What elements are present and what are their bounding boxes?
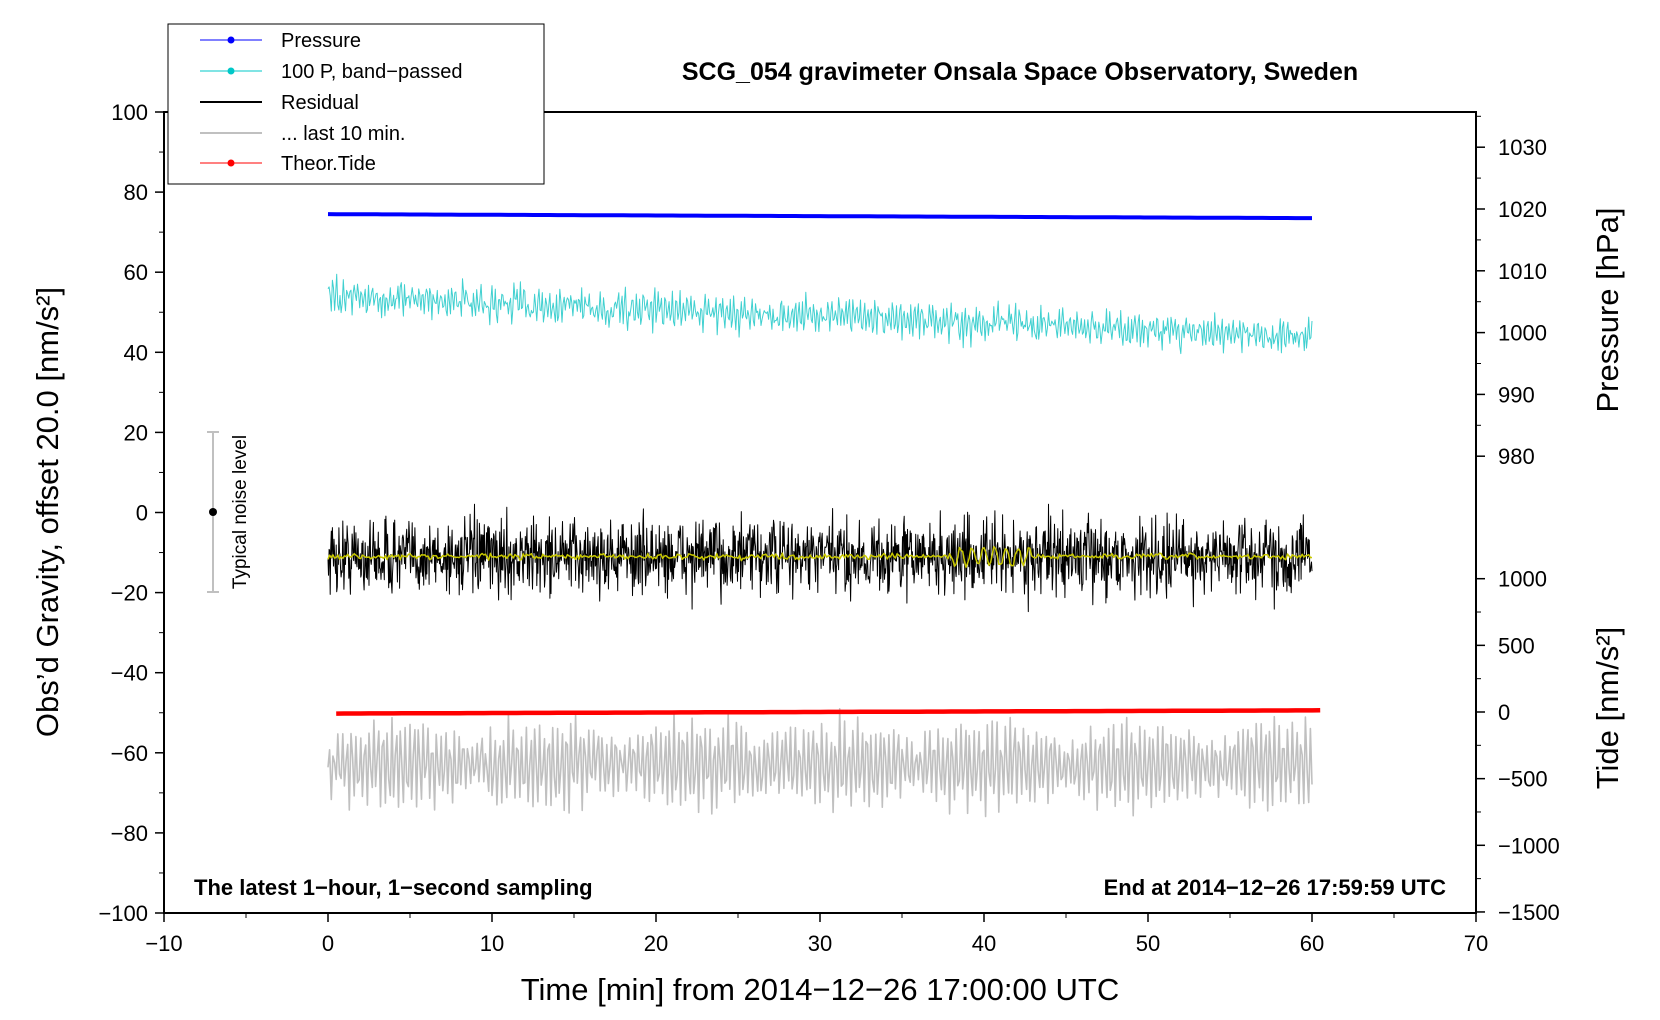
y-tick-label: 80 [124,180,148,205]
bandpassed-series [327,273,1313,355]
sampling-note: The latest 1−hour, 1−second sampling [194,875,593,900]
pressure-axis-label: Pressure [hPa] [1590,207,1625,412]
chart-title: SCG_054 gravimeter Onsala Space Observat… [682,58,1358,86]
x-tick-label: 10 [480,931,504,956]
legend-label-pressure: Pressure [281,30,361,52]
legend-label-tide: Theor.Tide [281,153,376,175]
tide-tick-label: −500 [1498,767,1548,792]
pressure-tick-label: 980 [1498,444,1535,469]
legend-item-pressure: Pressure [200,30,361,52]
x-tick-label: 0 [322,931,334,956]
x-tick-label: 40 [972,931,996,956]
y-tick-label: 100 [111,100,148,125]
x-tick-label: 70 [1464,931,1488,956]
pressure-tick-label: 1030 [1498,135,1547,160]
tide-tick-label: −1500 [1498,900,1560,925]
y-tick-label: −40 [111,661,148,686]
legend: Pressure 100 P, band−passed Residual ...… [167,23,545,185]
residual-smoothed-series [327,546,1313,569]
y-tick-label: 0 [136,501,148,526]
tide-tick-label: 500 [1498,633,1535,658]
x-tick-label: 50 [1136,931,1160,956]
y-tick-label: −60 [111,741,148,766]
y-tick-label: 40 [124,340,148,365]
legend-box [167,23,545,185]
y-tick-label: −20 [111,581,148,606]
plot-series [327,212,1321,818]
tide-tick-label: 1000 [1498,567,1547,592]
legend-label-last10: ... last 10 min. [281,123,406,145]
x-tick-label: 20 [644,931,668,956]
last10-series [327,708,1313,818]
pressure-tick-label: 1010 [1498,259,1547,284]
x-tick-label: 30 [808,931,832,956]
end-time-note: End at 2014−12−26 17:59:59 UTC [1104,875,1447,900]
legend-item-tide: Theor.Tide [200,153,376,175]
pressure-series [327,212,1312,221]
residual-series [327,503,1313,613]
legend-label-bandpassed: 100 P, band−passed [281,61,462,83]
noise-bar: Typical noise level [207,431,251,593]
legend-label-residual: Residual [281,92,359,114]
tide-axis-label: Tide [nm/s²] [1590,627,1625,790]
tide-tick-label: 0 [1498,700,1510,725]
legend-marker-bandpassed [227,67,235,75]
y-tick-label: −80 [111,821,148,846]
legend-item-bandpassed: 100 P, band−passed [200,61,462,83]
legend-item-last10: ... last 10 min. [200,123,406,145]
x-axis-label: Time [min] from 2014−12−26 17:00:00 UTC [521,972,1120,1007]
noise-bar-center-dot [209,508,217,516]
y-tick-label: −100 [98,901,148,926]
noise-bar-label: Typical noise level [230,435,251,589]
y-axis-label: Obs’d Gravity, offset 20.0 [nm/s²] [30,287,65,737]
y-tick-label: 60 [124,260,148,285]
tide-tick-label: −1000 [1498,833,1560,858]
axes: −10 0 10 20 30 40 50 60 70−100−80−60−40−20020406… [98,100,1559,956]
tide-series [336,708,1321,716]
pressure-tick-label: 990 [1498,382,1535,407]
legend-item-residual: Residual [200,92,359,114]
pressure-tick-label: 1020 [1498,197,1547,222]
pressure-tick-label: 1000 [1498,321,1547,346]
y-tick-label: 20 [124,420,148,445]
legend-marker-tide [227,159,235,167]
x-tick-label: 60 [1300,931,1324,956]
x-tick-label: −10 [145,931,182,956]
legend-marker-pressure [227,36,235,44]
